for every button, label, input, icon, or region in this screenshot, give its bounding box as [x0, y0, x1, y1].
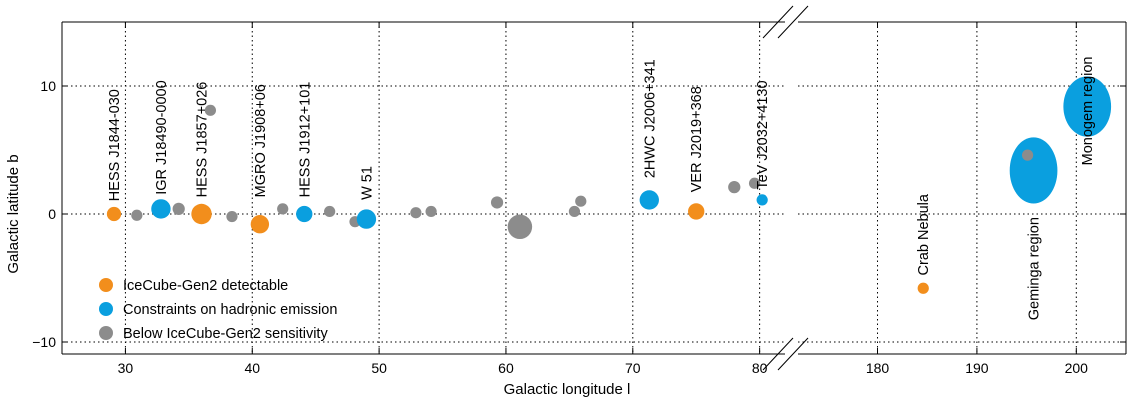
data-point — [106, 206, 122, 222]
data-point — [191, 203, 212, 225]
source-label: IGR J18490-0000 — [154, 80, 170, 194]
x-tick-label: 50 — [371, 360, 387, 376]
data-point — [410, 207, 422, 219]
legend-marker — [99, 326, 113, 340]
axis-break-mark — [762, 337, 794, 371]
grid — [62, 22, 1126, 354]
x-tick-label: 60 — [498, 360, 514, 376]
ticks: 30 40 50 60 70 80 180 190 200 −10 0 10 — [32, 22, 1126, 376]
data-point — [507, 214, 533, 240]
data-point — [688, 203, 705, 220]
y-tick-label: 10 — [40, 78, 56, 94]
data-point — [490, 196, 504, 209]
source-label: Monogem region — [1080, 57, 1096, 166]
data-point — [639, 190, 659, 210]
legend-label: Constraints on hadronic emission — [123, 302, 337, 318]
data-point — [131, 209, 143, 221]
axis-break-mark — [777, 337, 809, 371]
y-axis-label: Galactic latitude b — [5, 154, 22, 273]
data-point — [425, 205, 437, 218]
axes-frame — [61, 5, 1127, 371]
x-tick-label: 80 — [752, 360, 768, 376]
data-point — [226, 210, 238, 223]
source-label: Crab Nebula — [916, 193, 932, 275]
data-point — [748, 177, 761, 189]
legend-label: Below IceCube-Gen2 sensitivity — [123, 326, 328, 342]
legend-label: IceCube-Gen2 detectable — [123, 278, 288, 294]
data-point — [250, 215, 270, 234]
source-label: VER J2019+368 — [689, 86, 705, 192]
x-tick-label: 30 — [118, 360, 134, 376]
data-point — [356, 209, 377, 229]
source-label: MGRO J1908+06 — [253, 84, 269, 197]
source-label: Geminga region — [1027, 217, 1043, 320]
source-label: TeV J2032+4130 — [755, 80, 771, 189]
y-tick-label: −10 — [32, 334, 56, 350]
source-label: W 51 — [359, 166, 375, 200]
data-point — [172, 202, 185, 216]
data-points — [106, 76, 1112, 294]
data-point — [277, 203, 289, 215]
x-tick-label: 40 — [244, 360, 260, 376]
source-label: HESS J1912+101 — [297, 82, 313, 198]
y-tick-label: 0 — [48, 206, 56, 222]
x-axis-label: Galactic longitude l — [504, 381, 631, 398]
axis-break-mark — [777, 5, 809, 39]
data-point — [756, 194, 768, 206]
axis-break-mark — [762, 5, 794, 39]
source-labels: HESS J1844-030 IGR J18490-0000 HESS J1857+… — [107, 57, 1096, 321]
legend-marker — [99, 278, 113, 292]
data-point — [1063, 76, 1112, 137]
source-label: HESS J1844-030 — [107, 89, 123, 201]
data-point — [575, 195, 587, 207]
data-point — [1021, 149, 1034, 161]
data-point — [204, 104, 217, 116]
legend: IceCube-Gen2 detectable Constraints on ha… — [99, 278, 337, 342]
data-point — [728, 181, 741, 194]
data-point — [296, 205, 313, 223]
x-tick-label: 200 — [1065, 360, 1089, 376]
data-point — [324, 205, 336, 218]
source-label: 2HWC J2006+341 — [642, 59, 658, 178]
legend-marker — [99, 302, 113, 316]
data-point — [151, 199, 171, 219]
x-tick-label: 180 — [866, 360, 890, 376]
data-point — [1009, 137, 1058, 204]
x-tick-label: 70 — [625, 360, 641, 376]
data-point — [568, 205, 581, 218]
x-tick-label: 190 — [965, 360, 989, 376]
data-point — [917, 282, 929, 294]
source-label: HESS J1857+026 — [195, 82, 211, 198]
